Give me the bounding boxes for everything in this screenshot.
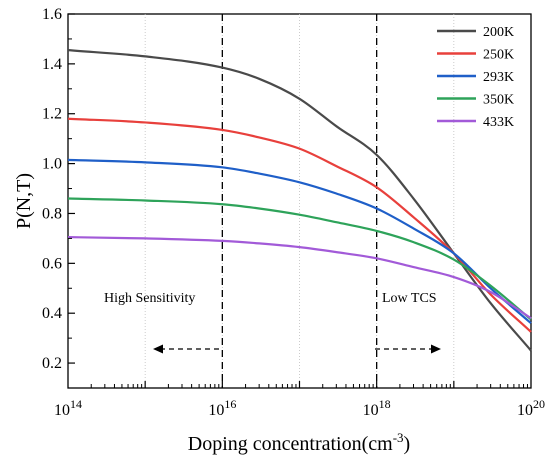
- x-tick-label: 1014: [54, 397, 82, 419]
- x-axis-title-main: Doping concentration(cm: [188, 433, 393, 455]
- series-line-293K: [67, 158, 532, 325]
- legend: 200K 250K 293K 350K 433K: [437, 25, 514, 130]
- legend-label-350K: 350K: [483, 93, 514, 108]
- x-tick-label: 1018: [363, 397, 391, 419]
- y-axis: 0.2 0.4 0.6 0.8 1.0 1.2 1.4 1.6: [42, 6, 75, 389]
- arrow-left-icon: [153, 344, 221, 354]
- legend-label-433K: 433K: [483, 115, 514, 130]
- series-lines: [67, 49, 532, 352]
- y-tick-label: 0.4: [42, 305, 62, 322]
- annotation-low-tcs: Low TCS: [382, 291, 437, 306]
- y-tick-label: 1.6: [42, 6, 62, 23]
- y-tick-label: 0.8: [42, 205, 62, 222]
- y-tick-label: 1.0: [42, 156, 62, 173]
- series-line-433K: [67, 236, 532, 320]
- annotation-high-sensitivity: High Sensitivity: [104, 291, 195, 306]
- y-tick-label: 0.2: [42, 355, 62, 372]
- series-line-250K: [67, 117, 532, 333]
- legend-label-293K: 293K: [483, 70, 514, 85]
- x-axis-title-sup: -3: [393, 430, 404, 445]
- x-axis-title-close: ): [404, 433, 411, 455]
- x-tick-label: 1020: [517, 397, 545, 419]
- x-tick-label: 1016: [208, 397, 236, 419]
- series-line-350K: [67, 197, 532, 321]
- x-axis-title: Doping concentration(cm-3): [188, 430, 410, 455]
- y-axis-title: P(N,T): [13, 173, 35, 229]
- dashed-boundaries: [221, 14, 378, 388]
- y-tick-label: 0.6: [42, 255, 62, 272]
- y-tick-label: 1.2: [42, 106, 62, 123]
- x-axis: 1014 1016 1018 1020: [54, 397, 545, 419]
- minor-ticks: [90, 381, 528, 388]
- legend-label-200K: 200K: [483, 25, 514, 40]
- arrow-right-icon: [375, 344, 441, 354]
- y-tick-label: 1.4: [42, 56, 62, 73]
- legend-label-250K: 250K: [483, 48, 514, 63]
- grid: [144, 14, 455, 388]
